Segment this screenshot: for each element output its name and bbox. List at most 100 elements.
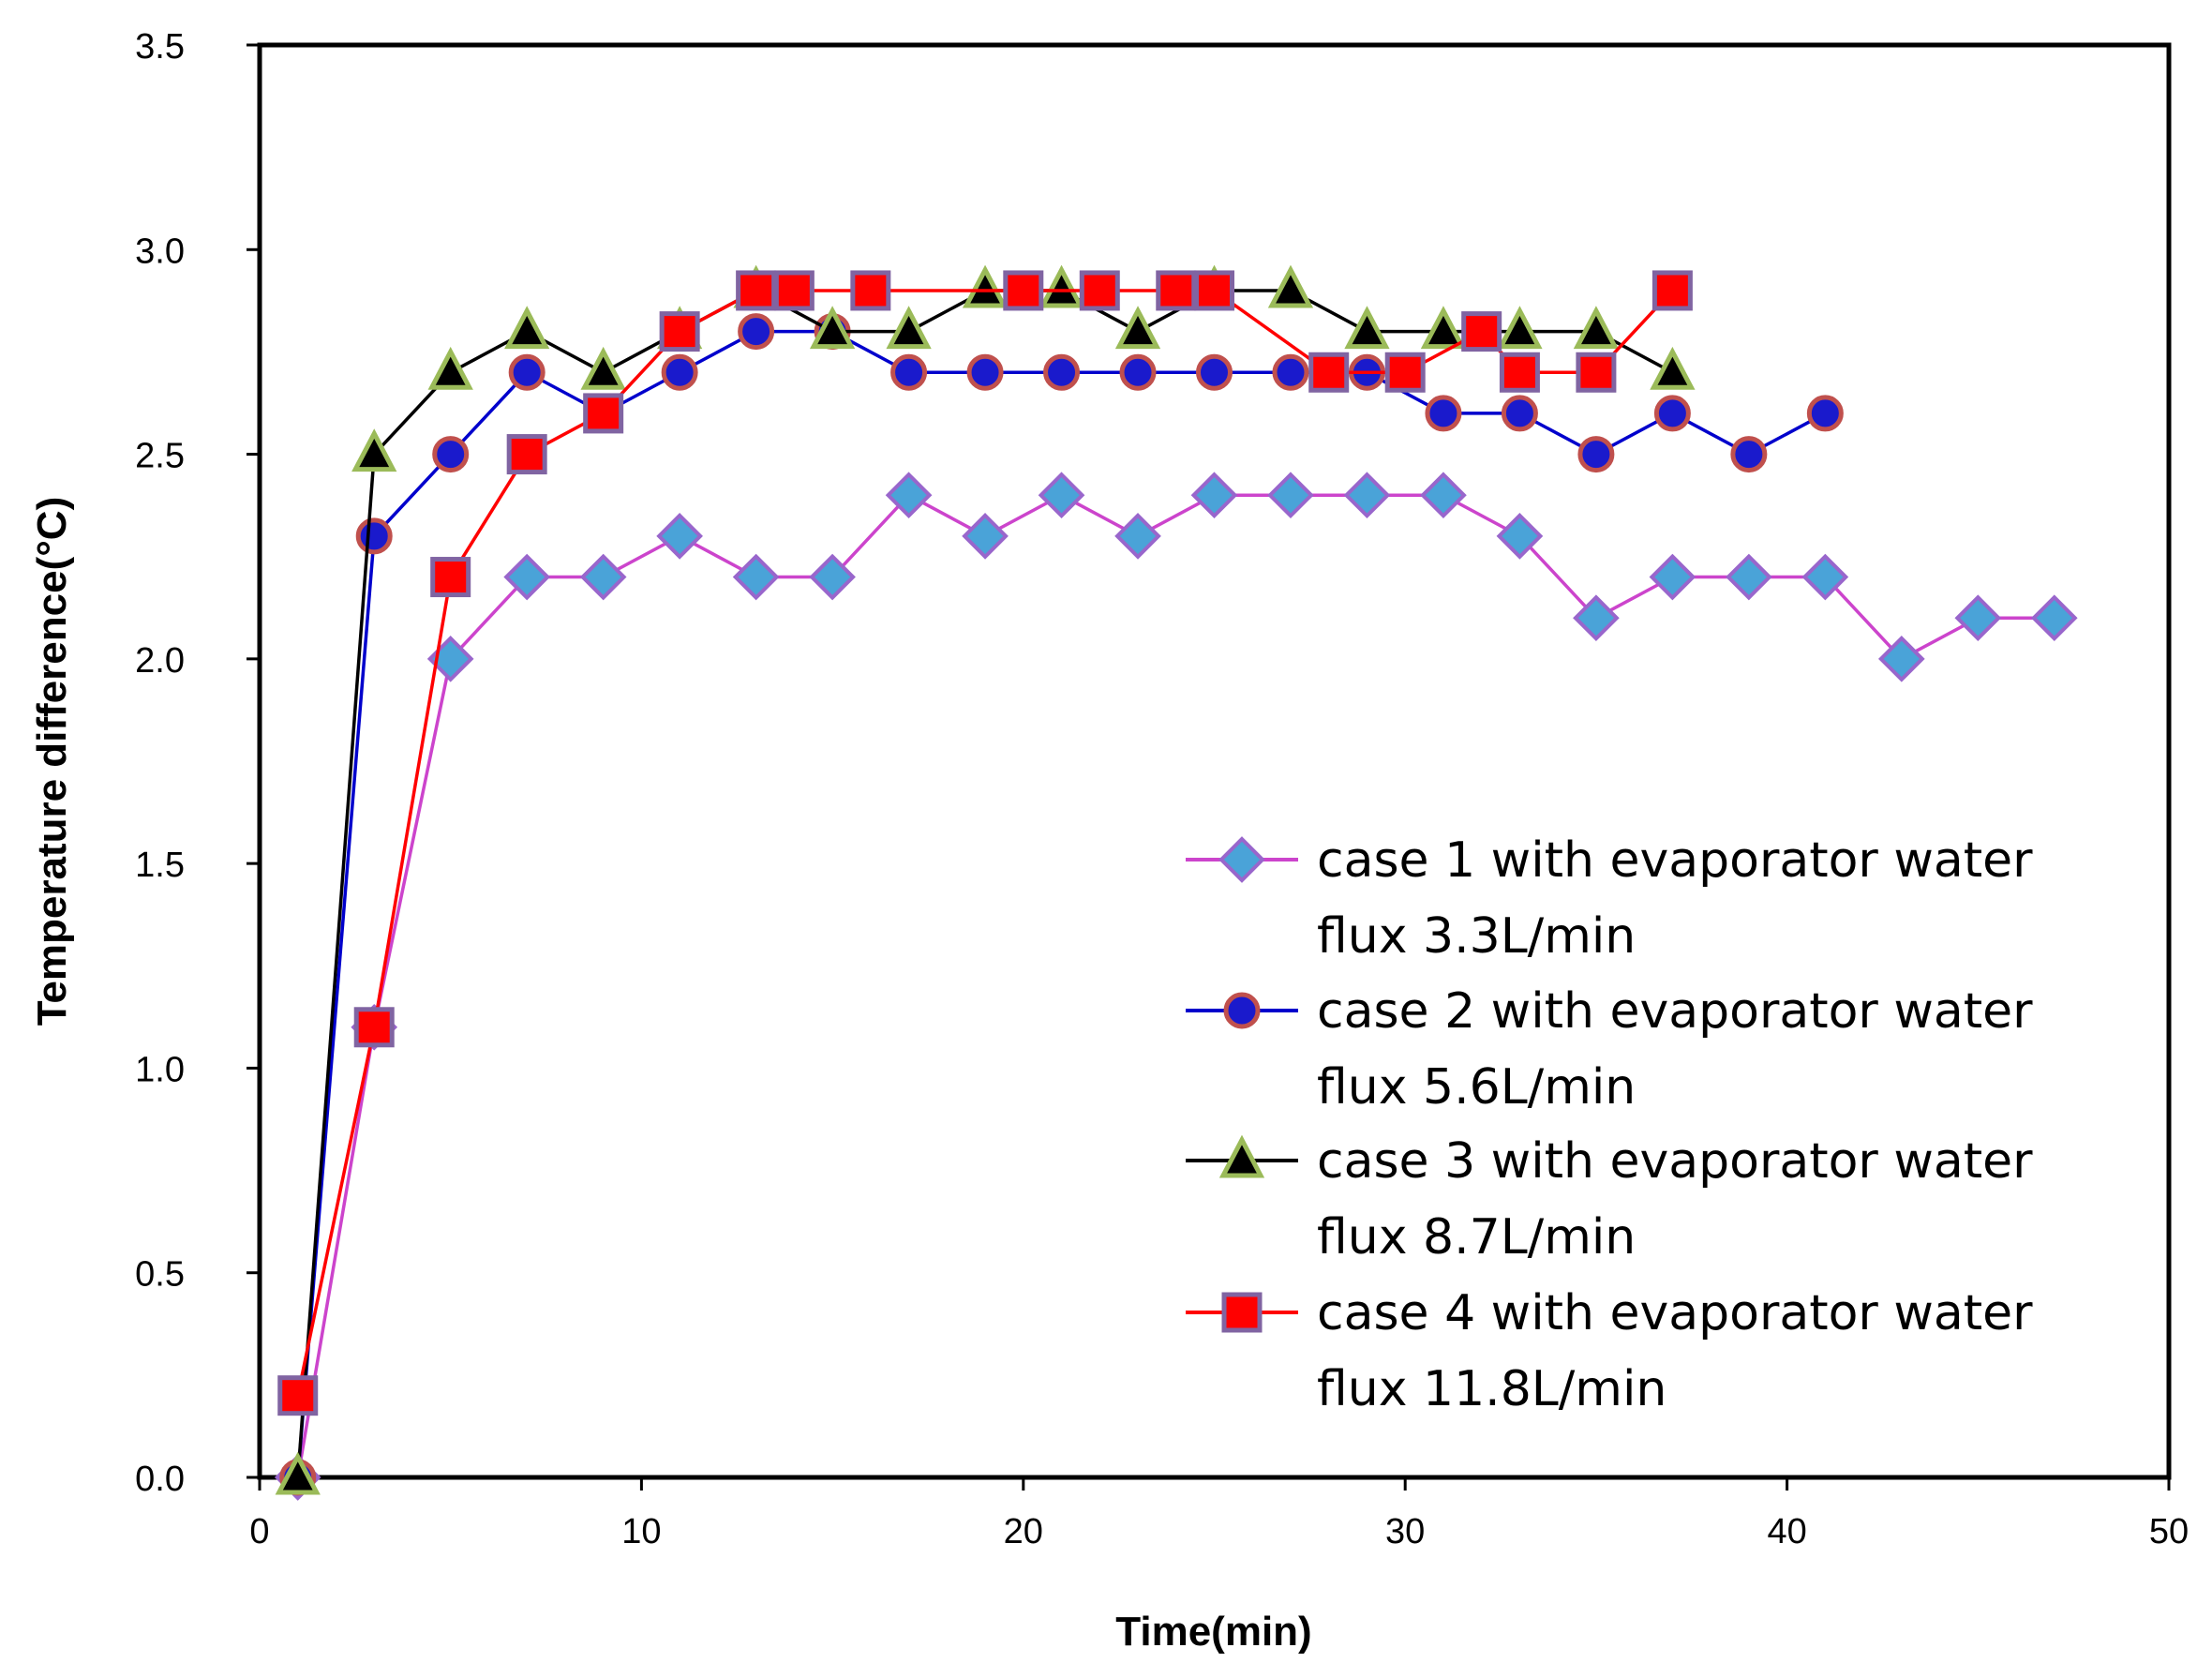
data-point [1114, 306, 1161, 350]
data-point [1267, 264, 1314, 308]
data-point [1079, 270, 1120, 311]
x-tick-label: 20 [1004, 1512, 1043, 1551]
x-axis-ticks: 0 10 20 30 40 50 [249, 1477, 2189, 1551]
data-point [1043, 353, 1081, 391]
legend-entry-1: case 1 with evaporator water flux 3.3L/mi… [1186, 832, 2033, 965]
data-point [1801, 553, 1849, 601]
data-point [736, 270, 777, 311]
data-point [432, 436, 470, 473]
data-point [430, 557, 471, 598]
legend-entry-4: case 4 with evaporator water flux 11.8L/m… [1186, 1285, 2033, 1417]
data-point [1461, 311, 1502, 352]
data-point [1496, 513, 1544, 560]
data-point [580, 346, 626, 390]
legend-label-line2: flux 5.6L/min [1317, 1059, 1636, 1116]
data-point [1497, 306, 1543, 350]
legend-entry-3: case 3 with evaporator water flux 8.7L/mi… [1186, 1133, 2033, 1266]
data-point [1420, 306, 1467, 350]
data-point [277, 1375, 319, 1416]
data-point [1650, 346, 1696, 390]
legend-marker [1223, 992, 1261, 1029]
data-point [583, 393, 624, 434]
legend-marker [1221, 1292, 1263, 1333]
y-tick-label: 0.5 [135, 1255, 185, 1295]
data-point [1576, 352, 1617, 393]
legend-marker [1218, 836, 1265, 883]
series-3 [275, 264, 1696, 1495]
data-point [966, 353, 1004, 391]
data-point [275, 1451, 321, 1495]
data-point [503, 553, 551, 601]
data-point [886, 306, 932, 350]
data-point [962, 513, 1009, 560]
legend-marker [1218, 1134, 1265, 1178]
legend: case 1 with evaporator water flux 3.3L/mi… [1186, 832, 2033, 1417]
data-point [427, 346, 473, 390]
data-point [579, 553, 627, 601]
data-point [962, 264, 1009, 308]
data-point [1501, 395, 1538, 432]
legend-label: case 1 with evaporator water [1317, 832, 2033, 889]
data-point [809, 553, 856, 601]
data-point [890, 353, 928, 391]
data-point [1119, 353, 1157, 391]
data-point [1190, 472, 1238, 519]
data-point [1425, 395, 1462, 432]
data-point [1730, 436, 1768, 473]
legend-label: case 4 with evaporator water [1317, 1285, 2033, 1341]
data-point [1577, 436, 1615, 473]
data-point [351, 428, 397, 472]
x-axis-title: Time(min) [1115, 1609, 1311, 1655]
y-tick-label: 3.0 [135, 232, 185, 271]
data-point [1726, 553, 1772, 601]
data-point [1653, 395, 1691, 432]
data-point [1343, 472, 1391, 519]
y-tick-label: 0.0 [135, 1460, 185, 1499]
y-tick-label: 2.5 [135, 437, 185, 476]
data-point [2030, 594, 2078, 642]
y-tick-label: 1.0 [135, 1050, 185, 1089]
y-axis-title: Temperature difference(°C) [29, 497, 75, 1026]
legend-label: case 2 with evaporator water [1317, 983, 2033, 1040]
data-point [1267, 472, 1314, 519]
data-point [1038, 472, 1085, 519]
legend-label-line2: flux 11.8L/min [1317, 1361, 1666, 1417]
data-point [508, 353, 546, 391]
data-point [504, 306, 550, 350]
data-point [1344, 306, 1390, 350]
data-point [732, 553, 780, 601]
legend-label-line2: flux 8.7L/min [1317, 1209, 1636, 1266]
series-4 [277, 270, 1693, 1416]
x-tick-label: 40 [1767, 1512, 1806, 1551]
data-point [1308, 352, 1350, 393]
y-tick-label: 1.5 [135, 846, 185, 885]
x-tick-label: 10 [621, 1512, 661, 1551]
data-point [1156, 270, 1197, 311]
data-point [1272, 353, 1309, 391]
data-point [1114, 513, 1161, 560]
data-point [506, 434, 547, 475]
data-point [1384, 352, 1426, 393]
legend-label-line2: flux 3.3L/min [1317, 908, 1636, 965]
data-point [738, 313, 775, 351]
legend-label: case 3 with evaporator water [1317, 1133, 2033, 1190]
data-point [850, 270, 891, 311]
data-point [656, 513, 703, 560]
data-point [1954, 594, 2002, 642]
data-point [1420, 472, 1467, 519]
series-layer [274, 264, 2078, 1501]
x-tick-label: 0 [249, 1512, 269, 1551]
y-tick-label: 2.0 [135, 641, 185, 681]
data-point [661, 353, 698, 391]
data-point [885, 472, 933, 519]
legend-entry-2: case 2 with evaporator water flux 5.6L/mi… [1186, 983, 2033, 1116]
data-point [1652, 270, 1693, 311]
data-point [659, 311, 700, 352]
data-point [1196, 353, 1233, 391]
data-point [1003, 270, 1044, 311]
data-point [809, 306, 856, 350]
data-point [1573, 594, 1620, 642]
y-tick-label: 3.5 [135, 27, 185, 67]
data-point [1039, 264, 1084, 308]
